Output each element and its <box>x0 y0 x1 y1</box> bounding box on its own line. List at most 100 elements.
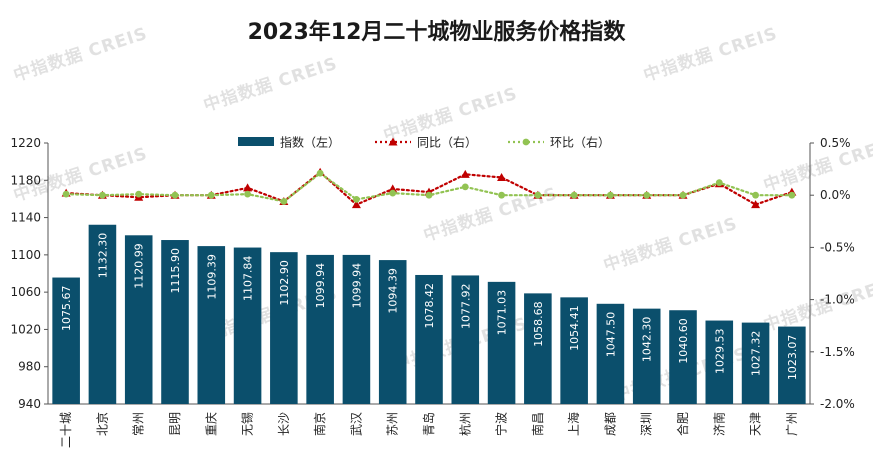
bar <box>378 260 407 404</box>
bar <box>124 235 153 404</box>
mom-point <box>715 179 723 187</box>
bar <box>596 303 625 404</box>
yoy-point <box>460 169 470 178</box>
bar-value-label: 1132.30 <box>96 233 109 279</box>
bar-value-label: 1107.84 <box>242 256 255 302</box>
legend-swatch-bar <box>238 137 274 146</box>
mom-point <box>389 189 397 197</box>
mom-point <box>280 198 288 205</box>
bar <box>669 310 697 404</box>
right-tick-label: -0.5% <box>820 240 855 254</box>
category-label: 无锡 <box>240 412 255 436</box>
bar <box>88 224 117 404</box>
bar-value-label: 1102.90 <box>278 260 291 306</box>
bar <box>197 246 226 404</box>
bar <box>306 254 334 404</box>
bar-value-label: 1058.68 <box>532 301 545 347</box>
mom-point <box>99 191 106 199</box>
bar-value-label: 1023.07 <box>786 335 799 381</box>
mom-point <box>752 191 759 199</box>
bar-value-label: 1120.99 <box>133 243 146 288</box>
mom-point <box>207 191 215 199</box>
bar-value-label: 1075.67 <box>60 286 73 332</box>
bar-value-label: 1115.90 <box>169 248 182 294</box>
category-label: 上海 <box>566 412 581 436</box>
yoy-point <box>243 183 253 192</box>
bar-value-label: 1099.94 <box>350 263 363 309</box>
bar-value-label: 1027.32 <box>750 331 763 377</box>
bar <box>524 293 552 404</box>
legend-marker <box>388 137 398 146</box>
legend-marker <box>522 138 530 146</box>
mom-point <box>316 169 324 177</box>
category-label: 成都 <box>603 412 617 436</box>
bar <box>52 277 80 404</box>
bar-value-label: 1109.39 <box>205 254 218 300</box>
category-label: 重庆 <box>204 412 218 436</box>
bar <box>342 254 371 404</box>
legend-label: 指数（左） <box>280 135 340 150</box>
category-label: 杭州 <box>457 412 472 436</box>
category-label: 济南 <box>711 412 726 436</box>
bar-value-label: 1042.30 <box>641 317 654 363</box>
bar <box>415 274 443 404</box>
mom-point <box>425 191 433 199</box>
mom-point <box>353 195 360 203</box>
category-label: 北京 <box>95 412 109 436</box>
bar-value-label: 1071.03 <box>496 290 509 336</box>
bar-value-label: 1094.39 <box>387 268 400 314</box>
right-tick-label: -1.0% <box>820 293 855 307</box>
mom-point <box>570 191 578 199</box>
category-label: 常州 <box>132 412 146 436</box>
bar-value-label: 1029.53 <box>713 329 726 375</box>
yoy-point <box>497 172 507 181</box>
category-label: 广州 <box>785 412 799 436</box>
chart-title: 2023年12月二十城物业服务价格指数 <box>247 20 626 45</box>
bar-value-label: 1054.41 <box>568 305 581 351</box>
right-tick-label: -1.5% <box>820 345 855 359</box>
bar <box>705 320 734 404</box>
left-tick-label: 1140 <box>10 211 41 225</box>
right-tick-label: -2.0% <box>820 397 855 411</box>
legend-label: 环比（右） <box>550 135 610 150</box>
category-label: 昆明 <box>168 412 182 436</box>
category-label: 合肥 <box>675 412 690 436</box>
mom-point <box>534 191 542 199</box>
bar <box>270 252 298 404</box>
left-tick-label: 940 <box>18 397 41 411</box>
yoy-point <box>351 200 361 209</box>
mom-point <box>135 190 143 198</box>
left-tick-label: 1060 <box>10 285 41 299</box>
right-tick-label: 0.0% <box>820 188 851 202</box>
category-label: 二十城 <box>59 412 73 448</box>
bar <box>741 322 770 404</box>
category-label: 青岛 <box>421 412 436 436</box>
mom-point <box>498 191 505 199</box>
bar <box>233 247 262 404</box>
yoy-point <box>751 200 761 209</box>
category-label: 苏州 <box>386 412 400 436</box>
bar-value-label: 1078.42 <box>423 283 436 329</box>
category-label: 长沙 <box>277 412 291 436</box>
mom-point <box>62 190 70 198</box>
bar-value-label: 1047.50 <box>604 312 617 358</box>
left-tick-label: 980 <box>18 360 41 374</box>
left-tick-label: 1220 <box>10 136 41 150</box>
left-tick-label: 1100 <box>10 248 41 262</box>
category-label: 宁波 <box>494 412 509 436</box>
right-tick-label: 0.5% <box>820 136 851 150</box>
category-label: 南昌 <box>530 412 545 436</box>
bar <box>778 326 806 404</box>
category-label: 南京 <box>312 412 327 436</box>
bar <box>161 240 189 404</box>
bar-value-label: 1040.60 <box>677 318 690 364</box>
bar <box>632 308 661 404</box>
left-tick-label: 1020 <box>10 322 41 336</box>
bar-value-label: 1099.94 <box>314 263 327 309</box>
mom-point <box>461 183 469 191</box>
bar <box>451 275 480 404</box>
mom-point <box>171 191 179 199</box>
bar-value-label: 1077.92 <box>459 283 472 329</box>
category-label: 深圳 <box>640 412 654 436</box>
